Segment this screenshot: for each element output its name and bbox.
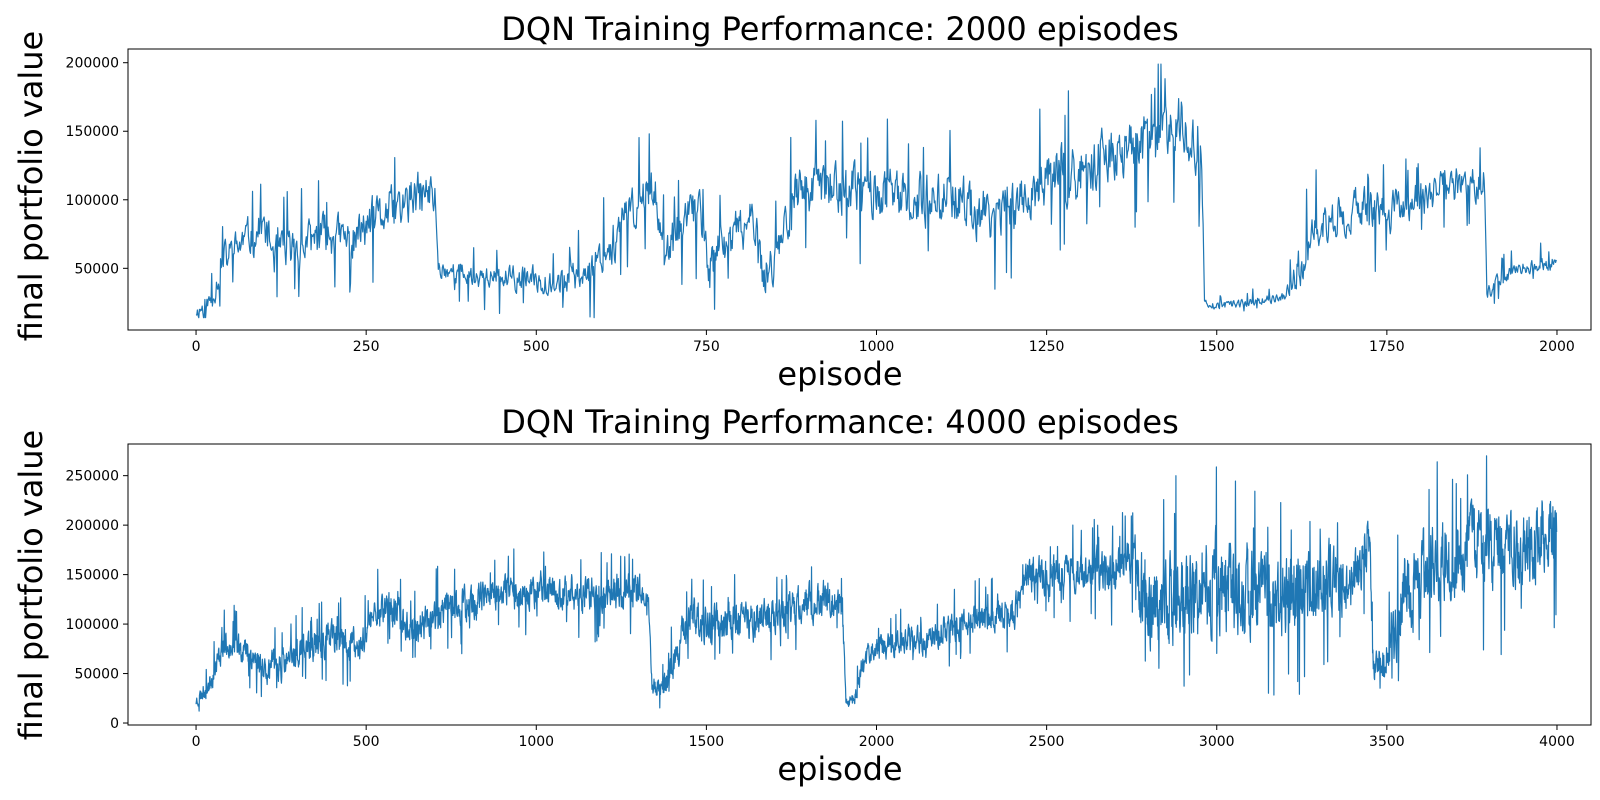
y-tick-label: 50000 bbox=[74, 261, 119, 277]
axis-ticks: 0 250 500 750 1000 1250 1500 1750 2000 50000 10000… bbox=[66, 56, 1575, 355]
x-tick-label: 2500 bbox=[1029, 734, 1065, 750]
x-tick-label: 1500 bbox=[1199, 339, 1235, 355]
y-tick-label: 150000 bbox=[66, 568, 119, 584]
x-tick-label: 500 bbox=[353, 734, 380, 750]
x-tick-label: 0 bbox=[192, 734, 201, 750]
y-axis-label: final portfolio value bbox=[12, 31, 50, 341]
y-tick-label: 200000 bbox=[66, 518, 119, 534]
plot-frame bbox=[127, 48, 1592, 331]
x-tick-label: 3500 bbox=[1369, 734, 1405, 750]
y-tick-label: 0 bbox=[110, 716, 119, 732]
axis-ticks: 0 500 1000 1500 2000 2500 3000 3500 4000 0 50000 10… bbox=[66, 469, 1575, 750]
x-tick-label: 1500 bbox=[689, 734, 725, 750]
x-tick-label: 2000 bbox=[1539, 339, 1575, 355]
x-tick-label: 500 bbox=[523, 339, 550, 355]
chart-title: DQN Training Performance: 4000 episodes bbox=[501, 403, 1179, 441]
y-tick-label: 50000 bbox=[74, 667, 119, 683]
plot-frame bbox=[127, 443, 1592, 726]
y-tick-label: 250000 bbox=[66, 469, 119, 485]
chart-4000-episodes: DQN Training Performance: 4000 episodes … bbox=[12, 403, 1592, 788]
x-tick-label: 750 bbox=[693, 339, 720, 355]
series-line bbox=[195, 455, 1558, 712]
x-tick-label: 4000 bbox=[1539, 734, 1575, 750]
y-tick-label: 100000 bbox=[66, 193, 119, 209]
x-axis-label: episode bbox=[777, 355, 902, 393]
y-tick-label: 200000 bbox=[66, 56, 119, 72]
series-group bbox=[195, 455, 1558, 712]
x-tick-label: 1750 bbox=[1369, 339, 1405, 355]
x-tick-label: 1000 bbox=[859, 339, 895, 355]
chart-title: DQN Training Performance: 2000 episodes bbox=[501, 10, 1179, 48]
x-tick-label: 250 bbox=[353, 339, 380, 355]
x-tick-label: 2000 bbox=[859, 734, 895, 750]
series-group bbox=[195, 63, 1557, 319]
y-axis-label: final portfolio value bbox=[12, 430, 50, 740]
x-tick-label: 1250 bbox=[1029, 339, 1065, 355]
x-tick-label: 1000 bbox=[518, 734, 554, 750]
series-line bbox=[195, 63, 1557, 319]
y-tick-label: 150000 bbox=[66, 124, 119, 140]
chart-2000-episodes: DQN Training Performance: 2000 episodes … bbox=[12, 10, 1592, 393]
x-tick-label: 0 bbox=[192, 339, 201, 355]
x-tick-label: 3000 bbox=[1199, 734, 1235, 750]
x-axis-label: episode bbox=[777, 750, 902, 788]
y-tick-label: 100000 bbox=[66, 617, 119, 633]
